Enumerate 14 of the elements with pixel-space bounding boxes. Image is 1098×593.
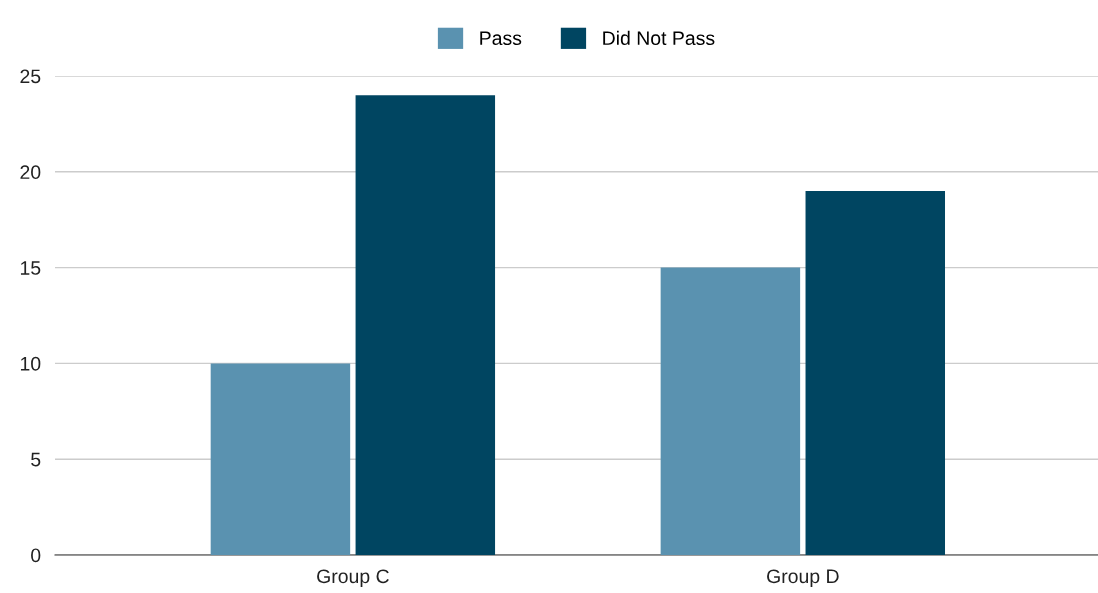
x-tick-label: Group C bbox=[317, 569, 389, 588]
x-tick-label: Group D bbox=[767, 569, 839, 588]
y-tick-label: 25 bbox=[20, 69, 41, 84]
legend-label: Did Not Pass bbox=[603, 30, 715, 46]
bar bbox=[355, 95, 496, 555]
bar bbox=[660, 267, 801, 555]
legend-label: Pass bbox=[480, 31, 522, 46]
y-tick-label: 15 bbox=[20, 261, 41, 275]
y-tick-label: 0 bbox=[31, 548, 41, 563]
bar bbox=[210, 363, 351, 555]
y-tick-label: 20 bbox=[20, 165, 41, 180]
y-tick-label: 10 bbox=[20, 356, 41, 371]
bar bbox=[805, 190, 946, 555]
y-tick-label: 5 bbox=[31, 452, 41, 467]
